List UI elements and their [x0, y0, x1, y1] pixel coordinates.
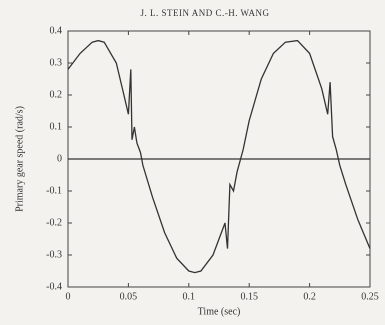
x-tick-label: 0	[66, 291, 71, 302]
x-tick-label: 0.2	[303, 291, 316, 302]
y-tick-label: -0.4	[46, 281, 62, 292]
x-tick-label: 0.05	[120, 291, 138, 302]
y-tick-label: 0.2	[50, 89, 63, 100]
page-header: J. L. STEIN AND C.-H. WANG	[140, 8, 269, 18]
y-axis-label: Primary gear speed (rad/s)	[14, 106, 25, 212]
y-tick-label: 0	[57, 153, 62, 164]
y-tick-label: 0.1	[50, 121, 63, 132]
y-tick-label: -0.3	[46, 249, 62, 260]
x-axis-label: Time (sec)	[198, 306, 241, 317]
x-tick-label: 0.1	[183, 291, 196, 302]
data-line	[67, 39, 371, 274]
y-tick-label: 0.4	[50, 25, 63, 36]
y-tick-label: -0.2	[46, 217, 62, 228]
y-tick-label: 0.3	[50, 57, 63, 68]
y-tick-label: -0.1	[46, 185, 62, 196]
x-tick-label: 0.15	[240, 291, 258, 302]
x-tick-label: 0.25	[361, 291, 379, 302]
